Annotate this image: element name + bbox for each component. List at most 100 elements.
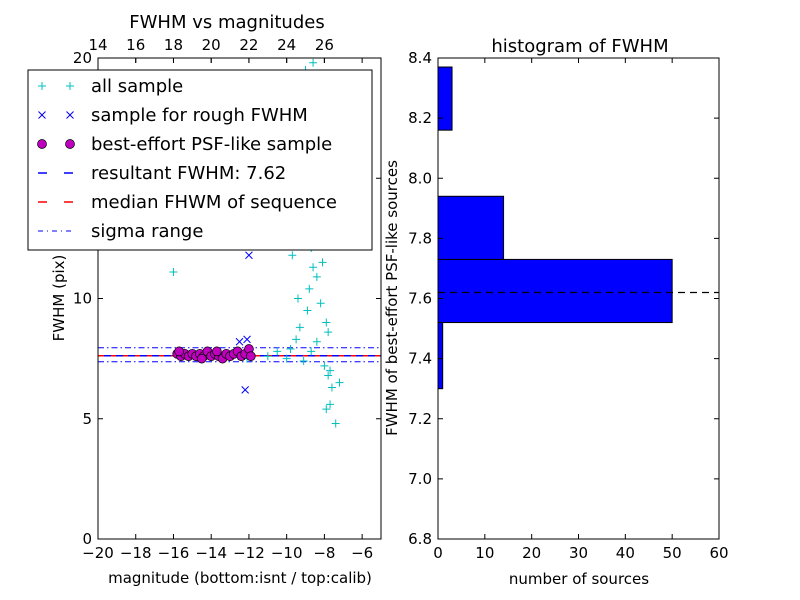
psf-sample-point	[212, 346, 222, 357]
rough-sample-point	[243, 335, 251, 344]
left-plot-axes: −20−18−16−14−12−10−8−6051015201416182022…	[73, 36, 381, 562]
legend-label: best-effort PSF-like sample	[91, 134, 332, 155]
right-x-tick-label: 40	[616, 544, 635, 562]
all-sample-point	[326, 366, 335, 375]
right-y-tick-label: 8.2	[408, 109, 432, 127]
right-plot-ylabel: FWHM of best-effort PSF-like sources	[383, 160, 401, 436]
all-sample-point	[282, 354, 291, 363]
legend-marker-cross	[66, 111, 74, 119]
all-sample-point	[322, 405, 331, 414]
right-plot-axes: 0 10 20 30 40 50 60 6.8 7.0 7.2 7.4 7.6 7.8 8.0 8.2 8.4	[408, 49, 728, 562]
left-x-tick-label: −12	[233, 544, 265, 562]
histogram-bar	[437, 258, 673, 324]
left-x-tick-label: −18	[120, 544, 152, 562]
right-y-tick-label: 8.4	[408, 49, 432, 67]
all-sample-point	[318, 258, 327, 267]
legend-marker-circle	[65, 139, 75, 149]
right-plot: 0 10 20 30 40 50 60 6.8 7.0 7.2 7.4 7.6 7.8 8.0 8.2 8.4…	[383, 36, 729, 588]
legend-box	[27, 69, 373, 251]
legend-marker-cross	[38, 111, 46, 119]
all-sample-point	[288, 251, 297, 260]
rough-sample-point	[235, 337, 244, 346]
all-sample-point	[326, 400, 335, 409]
all-sample-point	[286, 345, 295, 354]
all-sample-point	[263, 352, 272, 361]
right-y-tick-label: 7.2	[408, 410, 432, 428]
all-sample-point	[327, 383, 336, 392]
all-sample-point	[312, 272, 321, 281]
legend-items: all sample sample for rough FWHM best-effo…	[37, 76, 337, 242]
rough-sample-point	[241, 386, 250, 394]
all-sample-point	[320, 361, 329, 370]
legend-label: sigma range	[91, 221, 203, 242]
right-y-tick-label: 7.4	[408, 350, 432, 368]
top-x-tick-label: 20	[202, 36, 221, 54]
right-x-tick-label: 60	[709, 544, 728, 562]
top-x-tick-label: 18	[164, 36, 183, 54]
right-x-tick-label: 30	[569, 544, 588, 562]
psf-sample-point	[245, 351, 256, 362]
top-x-tick-label: 24	[277, 36, 296, 54]
right-plot-data-layer	[437, 66, 719, 390]
left-x-tick-label: −8	[313, 544, 335, 562]
all-sample-point	[292, 335, 301, 344]
right-y-tick-label: 7.8	[408, 229, 432, 247]
top-x-tick-label: 22	[239, 36, 258, 54]
all-sample-point	[309, 58, 318, 67]
right-x-tick-label: 20	[522, 544, 541, 562]
all-sample-point	[331, 419, 340, 428]
top-x-tick-label: 26	[315, 36, 334, 54]
top-x-tick-label: 16	[126, 36, 145, 54]
histogram-bar	[437, 322, 444, 390]
left-x-tick-label: −10	[271, 544, 303, 562]
left-x-tick-label: −20	[82, 544, 114, 562]
all-sample-point	[324, 328, 333, 337]
left-plot-data-layer	[98, 58, 381, 428]
right-y-tick-label: 8.0	[408, 169, 432, 187]
all-sample-point	[322, 318, 331, 327]
left-y-tick-label: 0	[82, 530, 92, 548]
all-sample-point	[303, 306, 312, 315]
all-sample-point	[295, 323, 304, 332]
legend-marker-plus	[38, 82, 46, 90]
all-sample-point	[324, 371, 333, 380]
left-y-tick-label: 10	[73, 290, 92, 308]
left-x-tick-label: −16	[158, 544, 190, 562]
all-sample-point	[335, 378, 344, 387]
left-y-tick-label: 20	[73, 49, 92, 67]
all-sample-point	[316, 299, 325, 308]
right-y-tick-label: 7.0	[408, 470, 432, 488]
top-x-tick-label: 14	[88, 36, 107, 54]
right-plot-title: histogram of FWHM	[491, 36, 668, 57]
right-plot-xlabel: number of sources	[509, 570, 649, 588]
right-y-tick-label: 7.6	[408, 290, 432, 308]
legend-label: resultant FWHM: 7.62	[91, 163, 286, 184]
left-x-tick-label: −14	[195, 544, 227, 562]
legend-label: sample for rough FWHM	[91, 105, 308, 126]
psf-sample-point	[196, 353, 207, 364]
left-plot-ylabel: FWHM (pix)	[50, 255, 68, 342]
all-sample-point	[169, 268, 178, 277]
all-sample-point	[273, 347, 282, 356]
legend-marker-circle	[37, 139, 47, 149]
right-x-tick-label: 50	[663, 544, 682, 562]
rough-sample-point	[245, 251, 253, 260]
right-x-tick-label: 10	[475, 544, 494, 562]
histogram-bar	[437, 66, 453, 131]
right-x-tick-label: 0	[433, 544, 443, 562]
left-plot-xlabel: magnitude (bottom:isnt / top:calib)	[108, 569, 372, 587]
right-y-tick-label: 6.8	[408, 530, 432, 548]
all-sample-point	[305, 284, 314, 293]
all-sample-point	[312, 337, 321, 346]
legend-label: median FHWM of sequence	[91, 192, 337, 213]
left-y-tick-label: 5	[82, 410, 92, 428]
histogram-bar	[437, 195, 505, 260]
all-sample-point	[307, 347, 316, 356]
legend: all sample sample for rough FWHM best-effo…	[27, 69, 373, 251]
all-sample-point	[293, 294, 302, 303]
legend-label: all sample	[91, 76, 183, 97]
legend-marker-plus	[66, 82, 74, 90]
psf-sample-point	[174, 346, 184, 357]
all-sample-point	[299, 357, 308, 366]
